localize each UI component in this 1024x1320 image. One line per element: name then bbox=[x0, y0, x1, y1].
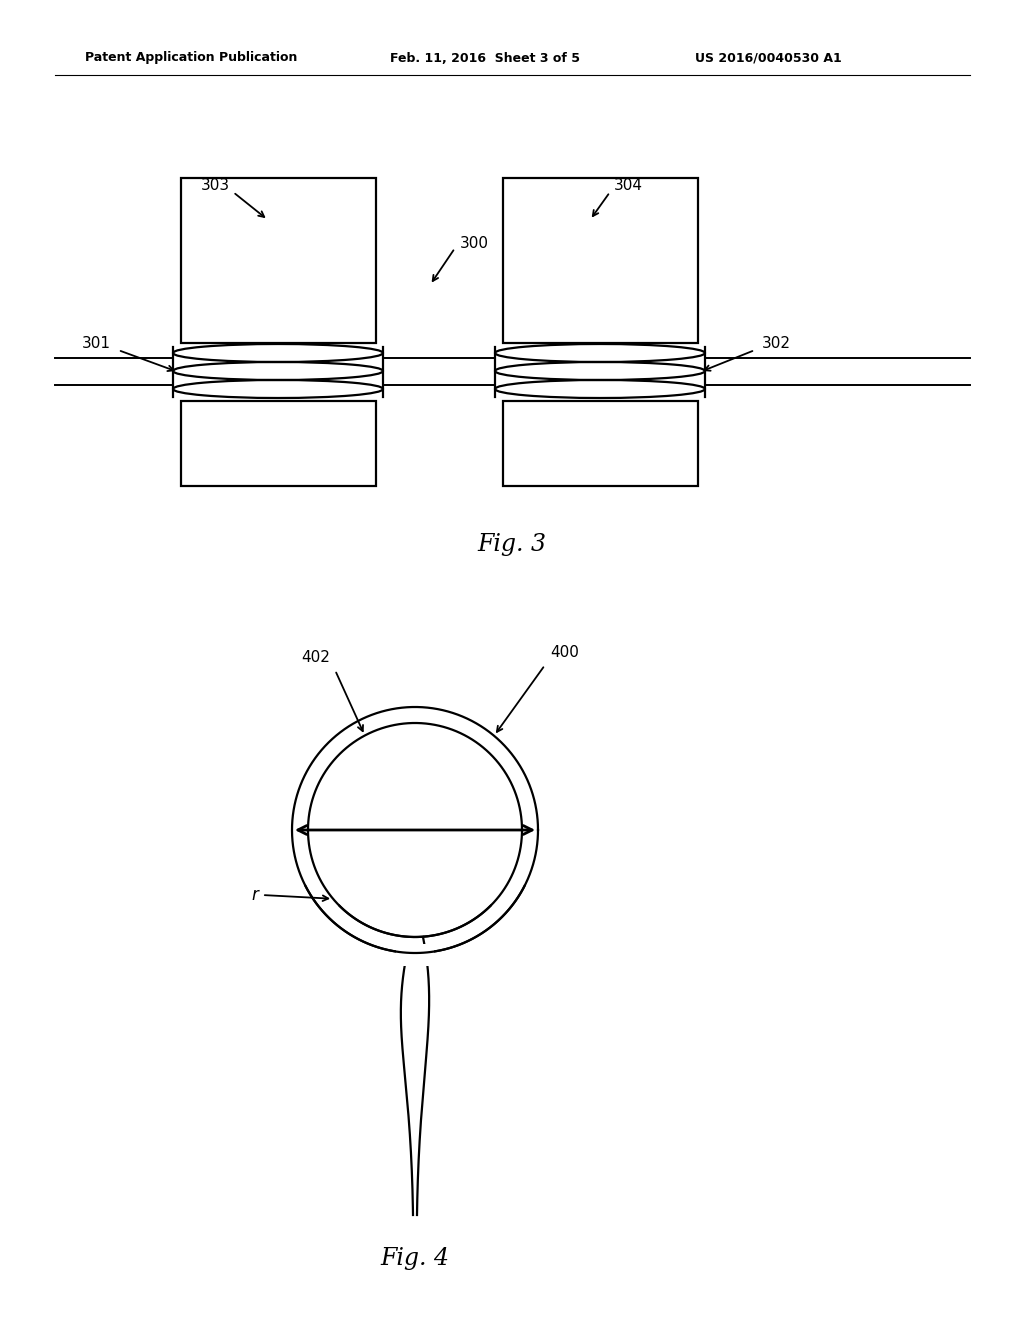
Bar bbox=[181, 178, 376, 343]
Text: US 2016/0040530 A1: US 2016/0040530 A1 bbox=[695, 51, 842, 65]
Text: 402: 402 bbox=[301, 649, 330, 665]
Text: 300: 300 bbox=[460, 235, 489, 251]
Bar bbox=[181, 401, 376, 486]
Text: 301: 301 bbox=[82, 335, 111, 351]
Text: 304: 304 bbox=[614, 177, 643, 193]
Text: Patent Application Publication: Patent Application Publication bbox=[85, 51, 297, 65]
Bar bbox=[503, 178, 698, 343]
Bar bbox=[396, 944, 434, 966]
Text: Fig. 3: Fig. 3 bbox=[477, 533, 547, 557]
Text: 303: 303 bbox=[201, 177, 230, 193]
Text: Feb. 11, 2016  Sheet 3 of 5: Feb. 11, 2016 Sheet 3 of 5 bbox=[390, 51, 580, 65]
Text: Fig. 4: Fig. 4 bbox=[381, 1246, 450, 1270]
Text: r: r bbox=[251, 886, 258, 904]
Bar bbox=[503, 401, 698, 486]
Text: 302: 302 bbox=[762, 335, 791, 351]
Text: 400: 400 bbox=[550, 645, 579, 660]
